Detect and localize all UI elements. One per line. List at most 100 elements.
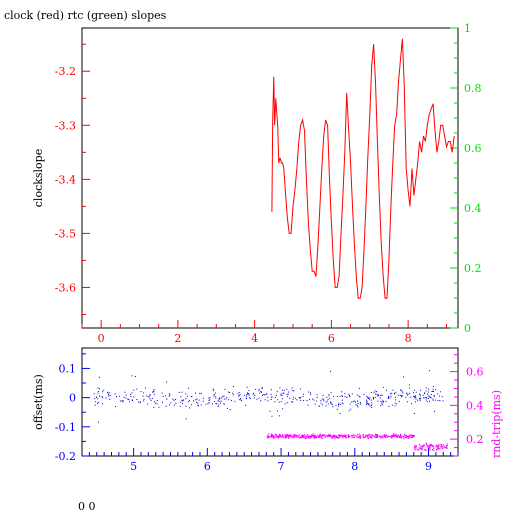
offset-point	[150, 399, 152, 401]
offset-point	[266, 393, 268, 395]
offset-point	[394, 396, 396, 398]
offset-point	[121, 400, 123, 402]
offset-point	[303, 400, 305, 401]
offset-point	[131, 392, 133, 394]
rnd-trip-point	[421, 447, 423, 449]
rnd-trip-point	[377, 434, 379, 436]
rnd-trip-point	[277, 435, 280, 437]
offset-point	[390, 393, 392, 395]
offset-point	[321, 398, 323, 400]
offset-point	[382, 386, 384, 388]
offset-point	[231, 399, 232, 401]
rnd-trip-point	[301, 436, 303, 438]
offset-point	[98, 401, 100, 403]
offset-point	[355, 401, 356, 403]
offset-point	[398, 394, 400, 396]
rnd-trip-point	[398, 434, 400, 436]
offset-point	[330, 370, 332, 372]
rnd-trip-point	[338, 434, 340, 436]
rnd-trip-point	[307, 435, 309, 437]
offset-point	[187, 395, 189, 397]
offset-point	[430, 397, 432, 399]
offset-point	[396, 403, 398, 405]
offset-point	[166, 381, 167, 383]
offset-point	[106, 391, 108, 393]
rnd-trip-point	[438, 448, 440, 450]
offset-point	[208, 402, 210, 404]
rnd-trip-point	[331, 436, 333, 439]
top-y2-tick-label: 0.2	[464, 262, 482, 275]
offset-point	[333, 396, 335, 397]
offset-point	[371, 407, 373, 408]
rnd-trip-point	[335, 436, 337, 438]
rnd-trip-point	[328, 434, 330, 436]
offset-point	[218, 404, 220, 406]
offset-point	[128, 399, 130, 400]
rnd-trip-point	[406, 435, 408, 437]
top-y-tick-label: -3.6	[55, 281, 76, 294]
offset-point	[232, 386, 234, 387]
rnd-trip-point	[342, 437, 344, 439]
rnd-trip-point	[378, 436, 380, 438]
offset-point	[439, 395, 440, 397]
rnd-trip-point	[341, 434, 343, 436]
rnd-trip-point	[268, 435, 270, 438]
top-y-axis: -3.2 -3.3 -3.4 -3.5 -3.6	[55, 43, 90, 315]
offset-point	[198, 405, 199, 407]
rnd-trip-point	[428, 447, 431, 449]
rnd-trip-point	[358, 435, 360, 437]
rnd-trip-point	[382, 437, 384, 439]
offset-point	[428, 391, 430, 393]
offset-point	[401, 395, 402, 397]
offset-point	[259, 392, 261, 394]
rnd-trip-point	[408, 437, 410, 439]
rnd-trip-point	[294, 435, 296, 438]
offset-point	[269, 410, 271, 412]
rnd-trip-point	[329, 434, 331, 436]
rnd-trip-point	[376, 433, 378, 436]
offset-point	[413, 413, 415, 414]
rnd-trip-point	[394, 434, 396, 436]
offset-point	[228, 391, 229, 393]
offset-point	[243, 394, 245, 396]
offset-point	[252, 393, 254, 395]
offset-point	[267, 396, 269, 398]
offset-point	[368, 403, 370, 405]
rnd-trip-point	[444, 447, 446, 449]
rnd-trip-point	[413, 435, 415, 437]
offset-point	[294, 397, 296, 399]
offset-point	[191, 396, 193, 398]
offset-point	[291, 387, 293, 389]
offset-point	[226, 407, 228, 409]
offset-point	[425, 390, 427, 392]
rnd-trip-point	[366, 436, 368, 438]
rnd-trip-point	[425, 442, 427, 444]
offset-point	[202, 400, 204, 402]
offset-point	[330, 392, 332, 394]
rnd-trip-point	[418, 449, 420, 451]
offset-point	[238, 392, 240, 393]
rnd-trip-point	[418, 443, 421, 446]
offset-point	[357, 406, 359, 408]
rnd-trip-point	[429, 449, 431, 451]
y-axis-label-clockslope: clockslope	[32, 149, 45, 207]
offset-point	[366, 399, 367, 401]
offset-point	[182, 403, 183, 404]
rnd-trip-point	[330, 435, 332, 437]
offset-point	[260, 400, 262, 402]
offset-point	[185, 418, 187, 420]
offset-point	[425, 387, 427, 389]
offset-point	[224, 388, 226, 390]
rnd-trip-point	[318, 435, 320, 437]
rnd-trip-point	[312, 433, 314, 435]
rnd-trip-point	[384, 435, 386, 437]
offset-point	[200, 392, 202, 394]
top-y2-tick-label: 0	[464, 322, 471, 335]
offset-point	[409, 392, 411, 394]
offset-point	[197, 402, 199, 404]
rnd-trip-point	[393, 434, 395, 437]
offset-point	[130, 394, 132, 396]
offset-point	[180, 396, 182, 398]
offset-point	[338, 402, 340, 404]
rnd-trip-point	[445, 447, 447, 449]
